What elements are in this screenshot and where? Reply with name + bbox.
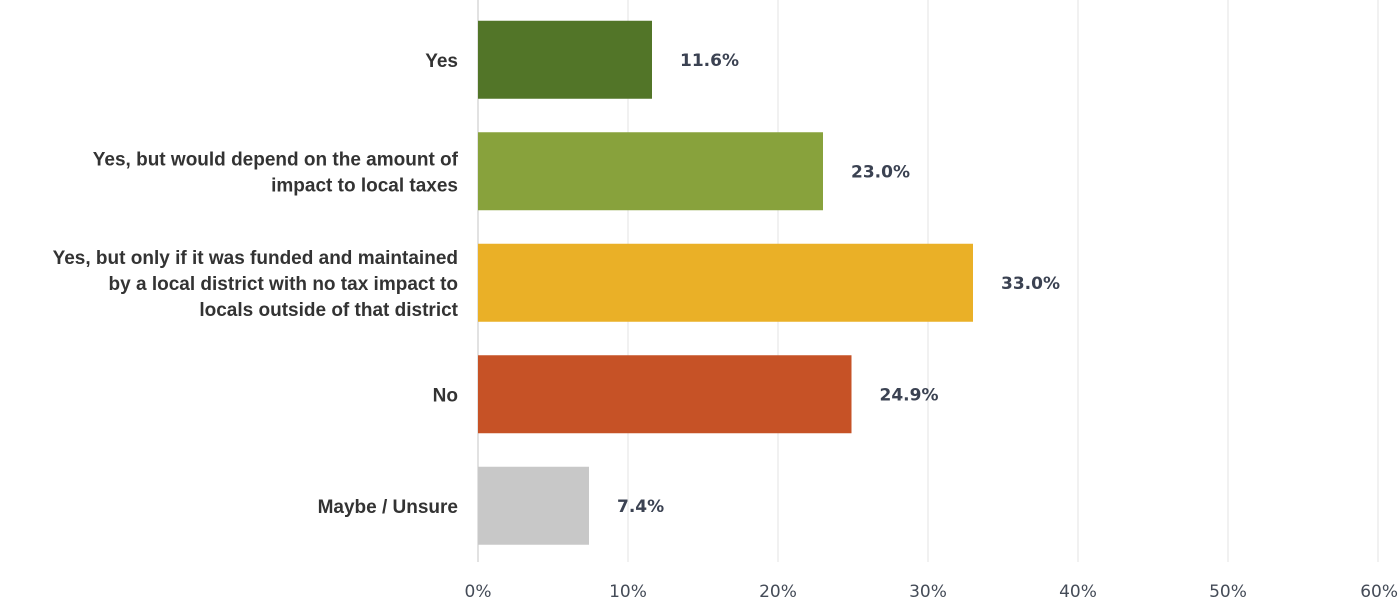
- category-label: Yes, but would depend on the amount of im…: [93, 149, 459, 196]
- data-label: 11.6%: [680, 51, 739, 71]
- x-tick-label: 10%: [609, 582, 647, 602]
- x-axis-tick-labels: 0% 10% 20% 30% 40% 50% 60%: [465, 582, 1398, 602]
- x-tick-label: 60%: [1360, 582, 1398, 602]
- category-label: No: [433, 385, 458, 406]
- x-tick-label: 30%: [909, 582, 947, 602]
- category-label: Maybe / Unsure: [318, 497, 458, 518]
- data-label: 33.0%: [1001, 274, 1060, 294]
- x-tick-label: 20%: [759, 582, 797, 602]
- bar: [478, 132, 823, 211]
- category-label: Yes: [425, 51, 458, 72]
- value-labels: 11.6% 23.0% 33.0% 24.9% 7.4%: [617, 51, 1060, 517]
- bar: [478, 466, 589, 545]
- x-tick-label: 50%: [1209, 582, 1247, 602]
- data-label: 24.9%: [880, 385, 939, 405]
- bar: [478, 243, 973, 322]
- bar: [478, 355, 852, 434]
- category-labels: Yes Yes, but would depend on the amount o…: [53, 51, 459, 518]
- category-label: Yes, but only if it was funded and maint…: [53, 248, 459, 321]
- data-label: 7.4%: [617, 497, 664, 517]
- data-label: 23.0%: [851, 162, 910, 182]
- x-tick-label: 0%: [465, 582, 492, 602]
- bar: [478, 20, 652, 99]
- x-tick-label: 40%: [1059, 582, 1097, 602]
- bars: [478, 20, 973, 545]
